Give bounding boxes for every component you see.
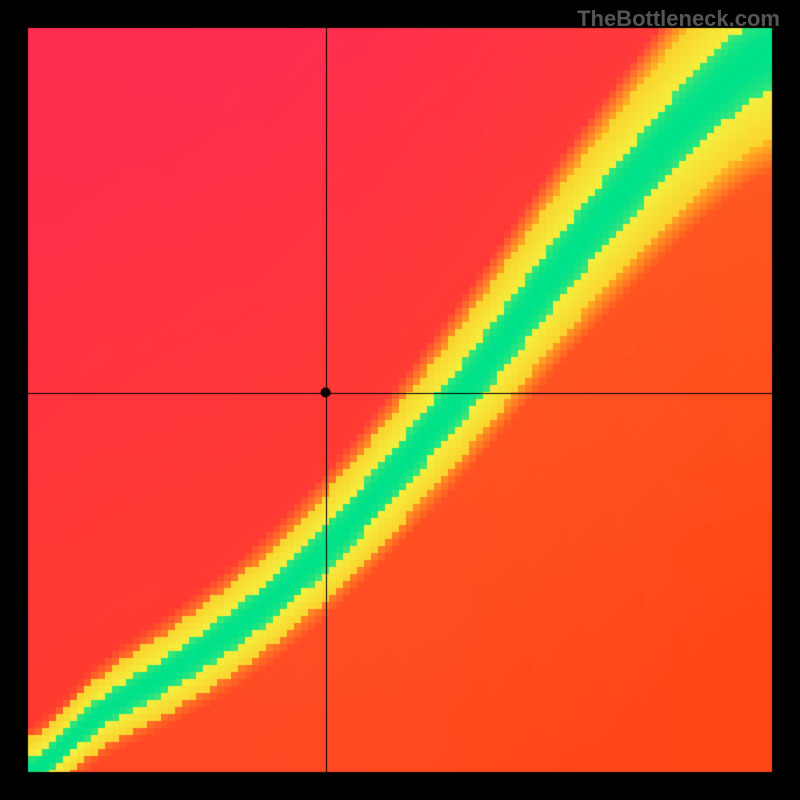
chart-container: TheBottleneck.com — [0, 0, 800, 800]
heatmap-canvas — [0, 0, 800, 800]
watermark-text: TheBottleneck.com — [577, 6, 780, 32]
